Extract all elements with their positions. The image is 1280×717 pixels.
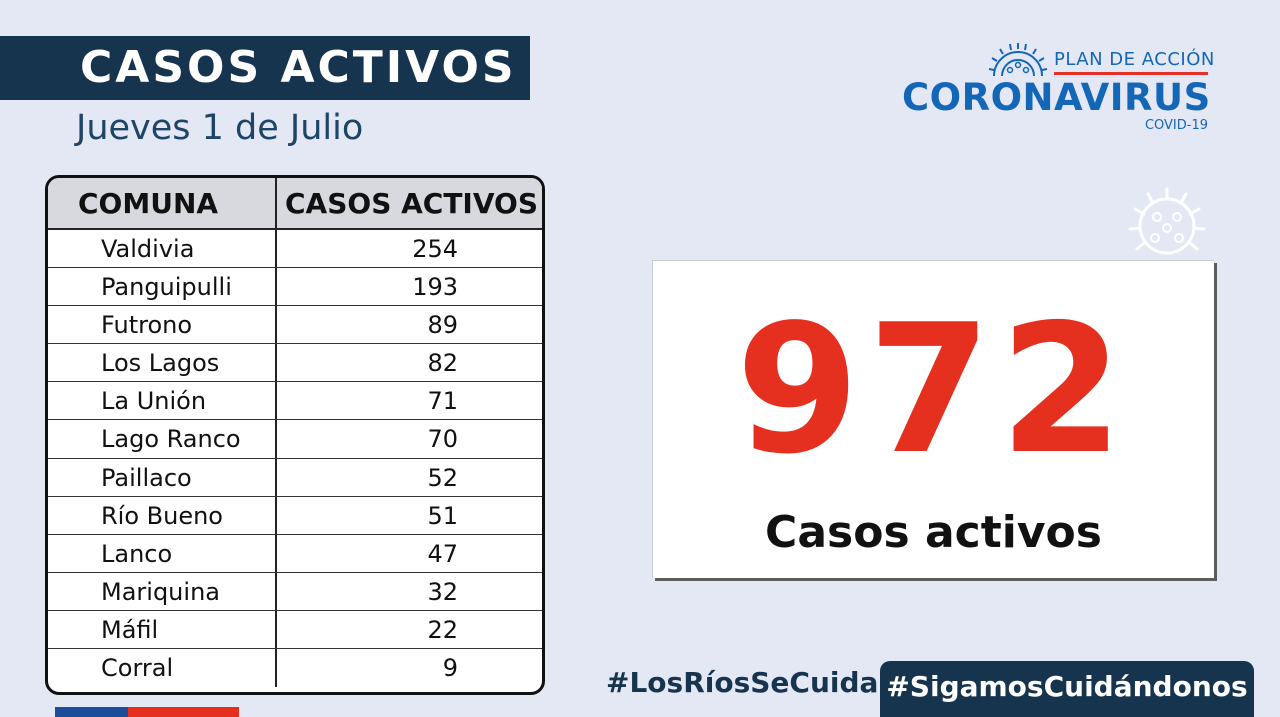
casos-cell: 51: [427, 501, 458, 530]
table-row: Los Lagos 82: [48, 344, 542, 383]
table-row: Mariquina 32: [48, 572, 542, 611]
comuna-cell: Valdivia: [48, 230, 277, 268]
casos-cell: 70: [427, 425, 458, 454]
comuna-cell: Futrono: [48, 306, 277, 344]
virus-decoration-icon: [1128, 187, 1206, 255]
logo-underline: [1054, 72, 1208, 75]
table-row: La Unión 71: [48, 382, 542, 421]
date-subtitle: Jueves 1 de Julio: [76, 108, 364, 148]
logo-name: CORONAVIRUS: [902, 76, 1211, 119]
comuna-cell: Lago Ranco: [48, 420, 277, 458]
table-row: Lanco 47: [48, 534, 542, 573]
casos-cell: 193: [412, 273, 458, 302]
total-cases-label: Casos activos: [765, 507, 1102, 558]
hashtag-los-rios: #LosRíosSeCuida: [606, 666, 879, 699]
flag-blue-segment: [55, 707, 128, 717]
comuna-cell: Corral: [48, 649, 277, 688]
comuna-cell: Paillaco: [48, 458, 277, 496]
comuna-cell: Los Lagos: [48, 344, 277, 382]
total-cases-card: 972 Casos activos: [652, 260, 1214, 578]
flag-stripe: [55, 707, 239, 717]
table-header: COMUNA CASOS ACTIVOS: [48, 178, 542, 230]
casos-cell: 9: [442, 654, 458, 683]
comuna-cell: Máfil: [48, 610, 277, 649]
table-row: Corral 9: [48, 649, 542, 688]
table-row: Río Bueno 51: [48, 496, 542, 535]
logo-plan-text: PLAN DE ACCIÓN: [1054, 49, 1215, 70]
header-casos-activos: CASOS ACTIVOS: [285, 187, 538, 220]
table-row: Máfil 22: [48, 610, 542, 650]
comuna-cell: Río Bueno: [48, 496, 277, 534]
hashtag-sigamos: #SigamosCuidándonos: [880, 661, 1254, 717]
comuna-cell: Lanco: [48, 534, 277, 572]
casos-cell: 32: [427, 577, 458, 606]
plan-de-accion-logo: PLAN DE ACCIÓN CORONAVIRUS COVID-19: [896, 38, 1216, 138]
virus-icon: [988, 43, 1048, 77]
flag-red-segment: [128, 707, 239, 717]
casos-cell: 254: [412, 235, 458, 263]
table-row: Futrono 89: [48, 306, 542, 345]
page-title: CASOS ACTIVOS: [0, 36, 530, 100]
logo-subtitle: COVID-19: [1144, 118, 1208, 133]
casos-cell: 52: [427, 463, 458, 492]
comuna-cell: Panguipulli: [48, 268, 277, 306]
table-row: Panguipulli 193: [48, 268, 542, 307]
table-row: Paillaco 52: [48, 458, 542, 497]
casos-cell: 71: [427, 387, 458, 416]
comuna-cell: La Unión: [48, 382, 277, 420]
comuna-cell: Mariquina: [48, 572, 277, 610]
header-comuna: COMUNA: [48, 178, 277, 228]
table-row: Valdivia 254: [48, 230, 542, 269]
casos-cell: 47: [427, 539, 458, 568]
casos-cell: 82: [427, 349, 458, 378]
casos-cell: 89: [427, 311, 458, 340]
casos-cell: 22: [427, 615, 458, 644]
table-row: Lago Ranco 70: [48, 420, 542, 459]
total-cases-number: 972: [735, 286, 1132, 493]
active-cases-table: COMUNA CASOS ACTIVOS Valdivia 254 Pangui…: [45, 175, 545, 695]
